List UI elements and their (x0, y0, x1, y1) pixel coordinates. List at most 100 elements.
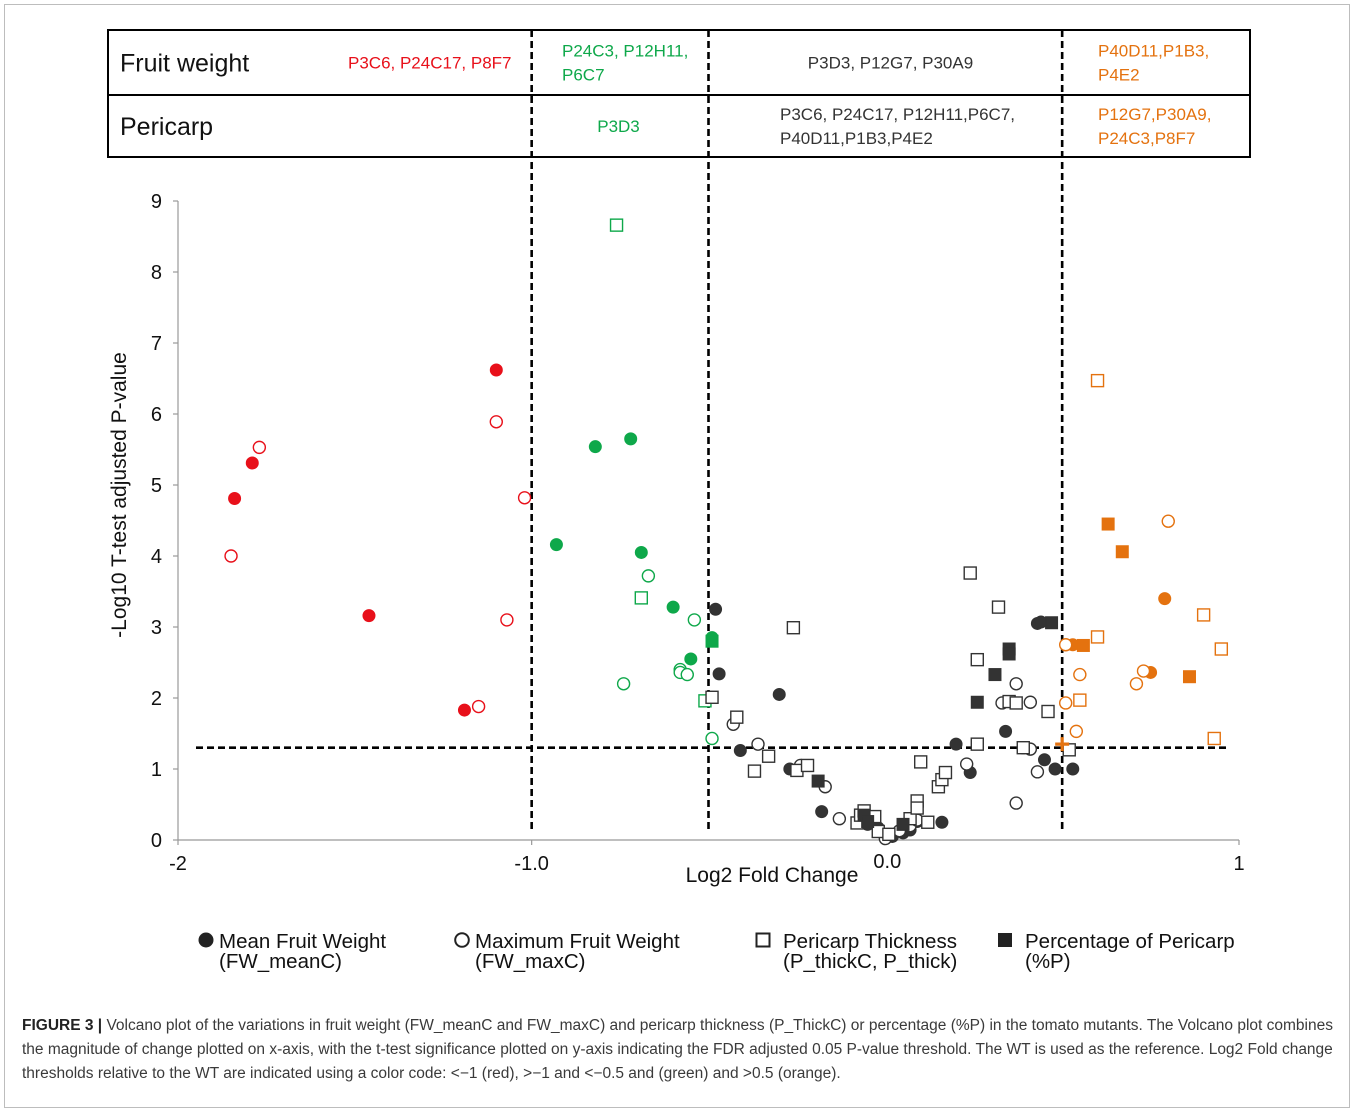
summary-cell-text: P3D3, P12G7, P30A9 (808, 54, 973, 73)
black-open-square-point (910, 801, 924, 815)
black-open-square-point (970, 737, 984, 751)
green-filled-circle-point (634, 545, 648, 559)
black-open-square-point (800, 758, 815, 773)
legend-label-line1: Pericarp Thickness (783, 930, 957, 953)
green-open-square-point (609, 218, 624, 232)
orange-open-square-point (1090, 373, 1105, 388)
black-filled-square-point (811, 774, 825, 788)
orange-open-square-point (1196, 608, 1211, 622)
black-open-circle-point (751, 737, 765, 751)
orange-filled-circle-point (1158, 592, 1172, 606)
red-filled-circle-point (362, 609, 376, 623)
caption-separator: | (97, 1017, 103, 1034)
orange-filled-square-point (1182, 670, 1196, 684)
y-tick-label: 9 (151, 191, 162, 213)
green-filled-circle-point (549, 538, 563, 552)
orange-open-square-point (1214, 642, 1229, 656)
summary-cell-text: P24C3, P12H11, (562, 42, 688, 61)
orange-open-circle-point (1059, 638, 1073, 652)
orange-open-circle-point (1161, 514, 1175, 528)
orange-open-circle-point (1059, 696, 1073, 710)
legend-open-square-marker (755, 932, 771, 948)
green-filled-square-point (705, 634, 719, 648)
orange-filled-square-point (1076, 638, 1090, 652)
green-open-circle-point (680, 667, 694, 682)
black-open-square-point (1041, 704, 1055, 719)
orange-open-square-point (1073, 693, 1087, 707)
legend-filled-square-marker (998, 933, 1012, 947)
black-open-square-point (705, 690, 719, 704)
legend-label-line2: (P_thickC, P_thick) (783, 950, 957, 973)
black-filled-circle-point (1048, 762, 1062, 776)
black-filled-circle-point (949, 737, 963, 751)
black-open-circle-point (1023, 695, 1038, 709)
y-axis-label: -Log10 T-test adjusted P-value (108, 352, 131, 638)
black-open-square-point (938, 765, 953, 780)
green-open-circle-point (705, 731, 719, 746)
red-filled-circle-point (457, 703, 471, 717)
summary-row-label: Fruit weight (120, 50, 249, 78)
black-open-circle-point (1030, 765, 1045, 779)
y-tick-label: 5 (151, 475, 162, 497)
caption-text: Volcano plot of the variations in fruit … (22, 1017, 1333, 1082)
y-tick-label: 2 (151, 688, 162, 710)
black-open-circle-point (959, 757, 974, 771)
green-filled-circle-point (684, 652, 698, 666)
black-open-circle-point (1009, 796, 1023, 810)
legend-filled-circle-marker (198, 932, 214, 948)
green-open-square-point (634, 591, 649, 605)
orange-filled-square-point (1115, 545, 1129, 559)
black-open-square-point (761, 749, 776, 763)
red-open-circle-point (471, 699, 486, 714)
figure-caption: FIGURE 3 | Volcano plot of the variation… (22, 1014, 1338, 1086)
x-tick-label: -1.0 (514, 853, 548, 875)
summary-cell-text: P40D11,P1B3, (1098, 42, 1209, 61)
summary-cell-text: P3C6, P24C17, P8F7 (348, 54, 511, 73)
summary-row-label: Pericarp (120, 113, 213, 141)
black-open-square-point (921, 815, 935, 829)
x-tick-label: -2 (169, 853, 187, 875)
black-filled-circle-point (1037, 753, 1051, 767)
red-filled-circle-point (228, 491, 242, 505)
red-open-circle-point (500, 613, 514, 627)
black-filled-circle-point (712, 667, 726, 681)
volcano-chart: Fruit weight P3C6, P24C17, P8F7 P24C3, P12… (107, 29, 1251, 973)
legend-label-line1: Maximum Fruit Weight (475, 930, 680, 953)
black-open-square-point (970, 652, 984, 667)
black-open-square-point (1009, 696, 1023, 710)
black-filled-circle-point (772, 687, 786, 701)
orange-open-circle-point (1069, 724, 1084, 739)
red-open-circle-point (489, 415, 503, 429)
y-tick-label: 7 (151, 333, 162, 355)
black-filled-square-point (988, 668, 1002, 682)
black-open-square-point (747, 764, 762, 778)
red-filled-circle-point (489, 363, 503, 377)
red-filled-circle-point (245, 456, 259, 470)
black-filled-circle-point (733, 744, 747, 758)
green-open-circle-point (616, 677, 631, 691)
green-filled-circle-point (666, 600, 680, 614)
y-tick-label: 0 (151, 830, 162, 852)
legend-label-line2: (FW_maxC) (475, 950, 585, 973)
summary-cell-text: P40D11,P1B3,P4E2 (780, 129, 933, 148)
x-axis-label: Log2 Fold Change (686, 864, 859, 887)
orange-open-square-point (1207, 731, 1221, 746)
summary-cell-text: P24C3,P8F7 (1098, 129, 1195, 148)
black-open-circle-point (832, 812, 847, 826)
black-filled-square-point (1002, 647, 1016, 661)
x-tick-label: 1 (1233, 853, 1244, 875)
green-open-circle-point (687, 613, 702, 627)
legend-label-line2: (%P) (1025, 950, 1071, 973)
black-filled-circle-point (999, 724, 1013, 738)
green-filled-circle-point (624, 432, 638, 446)
black-open-square-point (963, 566, 977, 580)
legend-label-line2: (FW_meanC) (219, 950, 342, 973)
black-open-square-point (786, 621, 801, 635)
black-open-square-point (1016, 741, 1030, 755)
green-filled-circle-point (588, 440, 602, 454)
red-open-circle-point (252, 440, 267, 455)
summary-cell-text: P4E2 (1098, 66, 1140, 85)
red-open-circle-point (224, 549, 238, 563)
orange-open-circle-point (1136, 664, 1151, 678)
red-open-circle-point (517, 491, 532, 505)
